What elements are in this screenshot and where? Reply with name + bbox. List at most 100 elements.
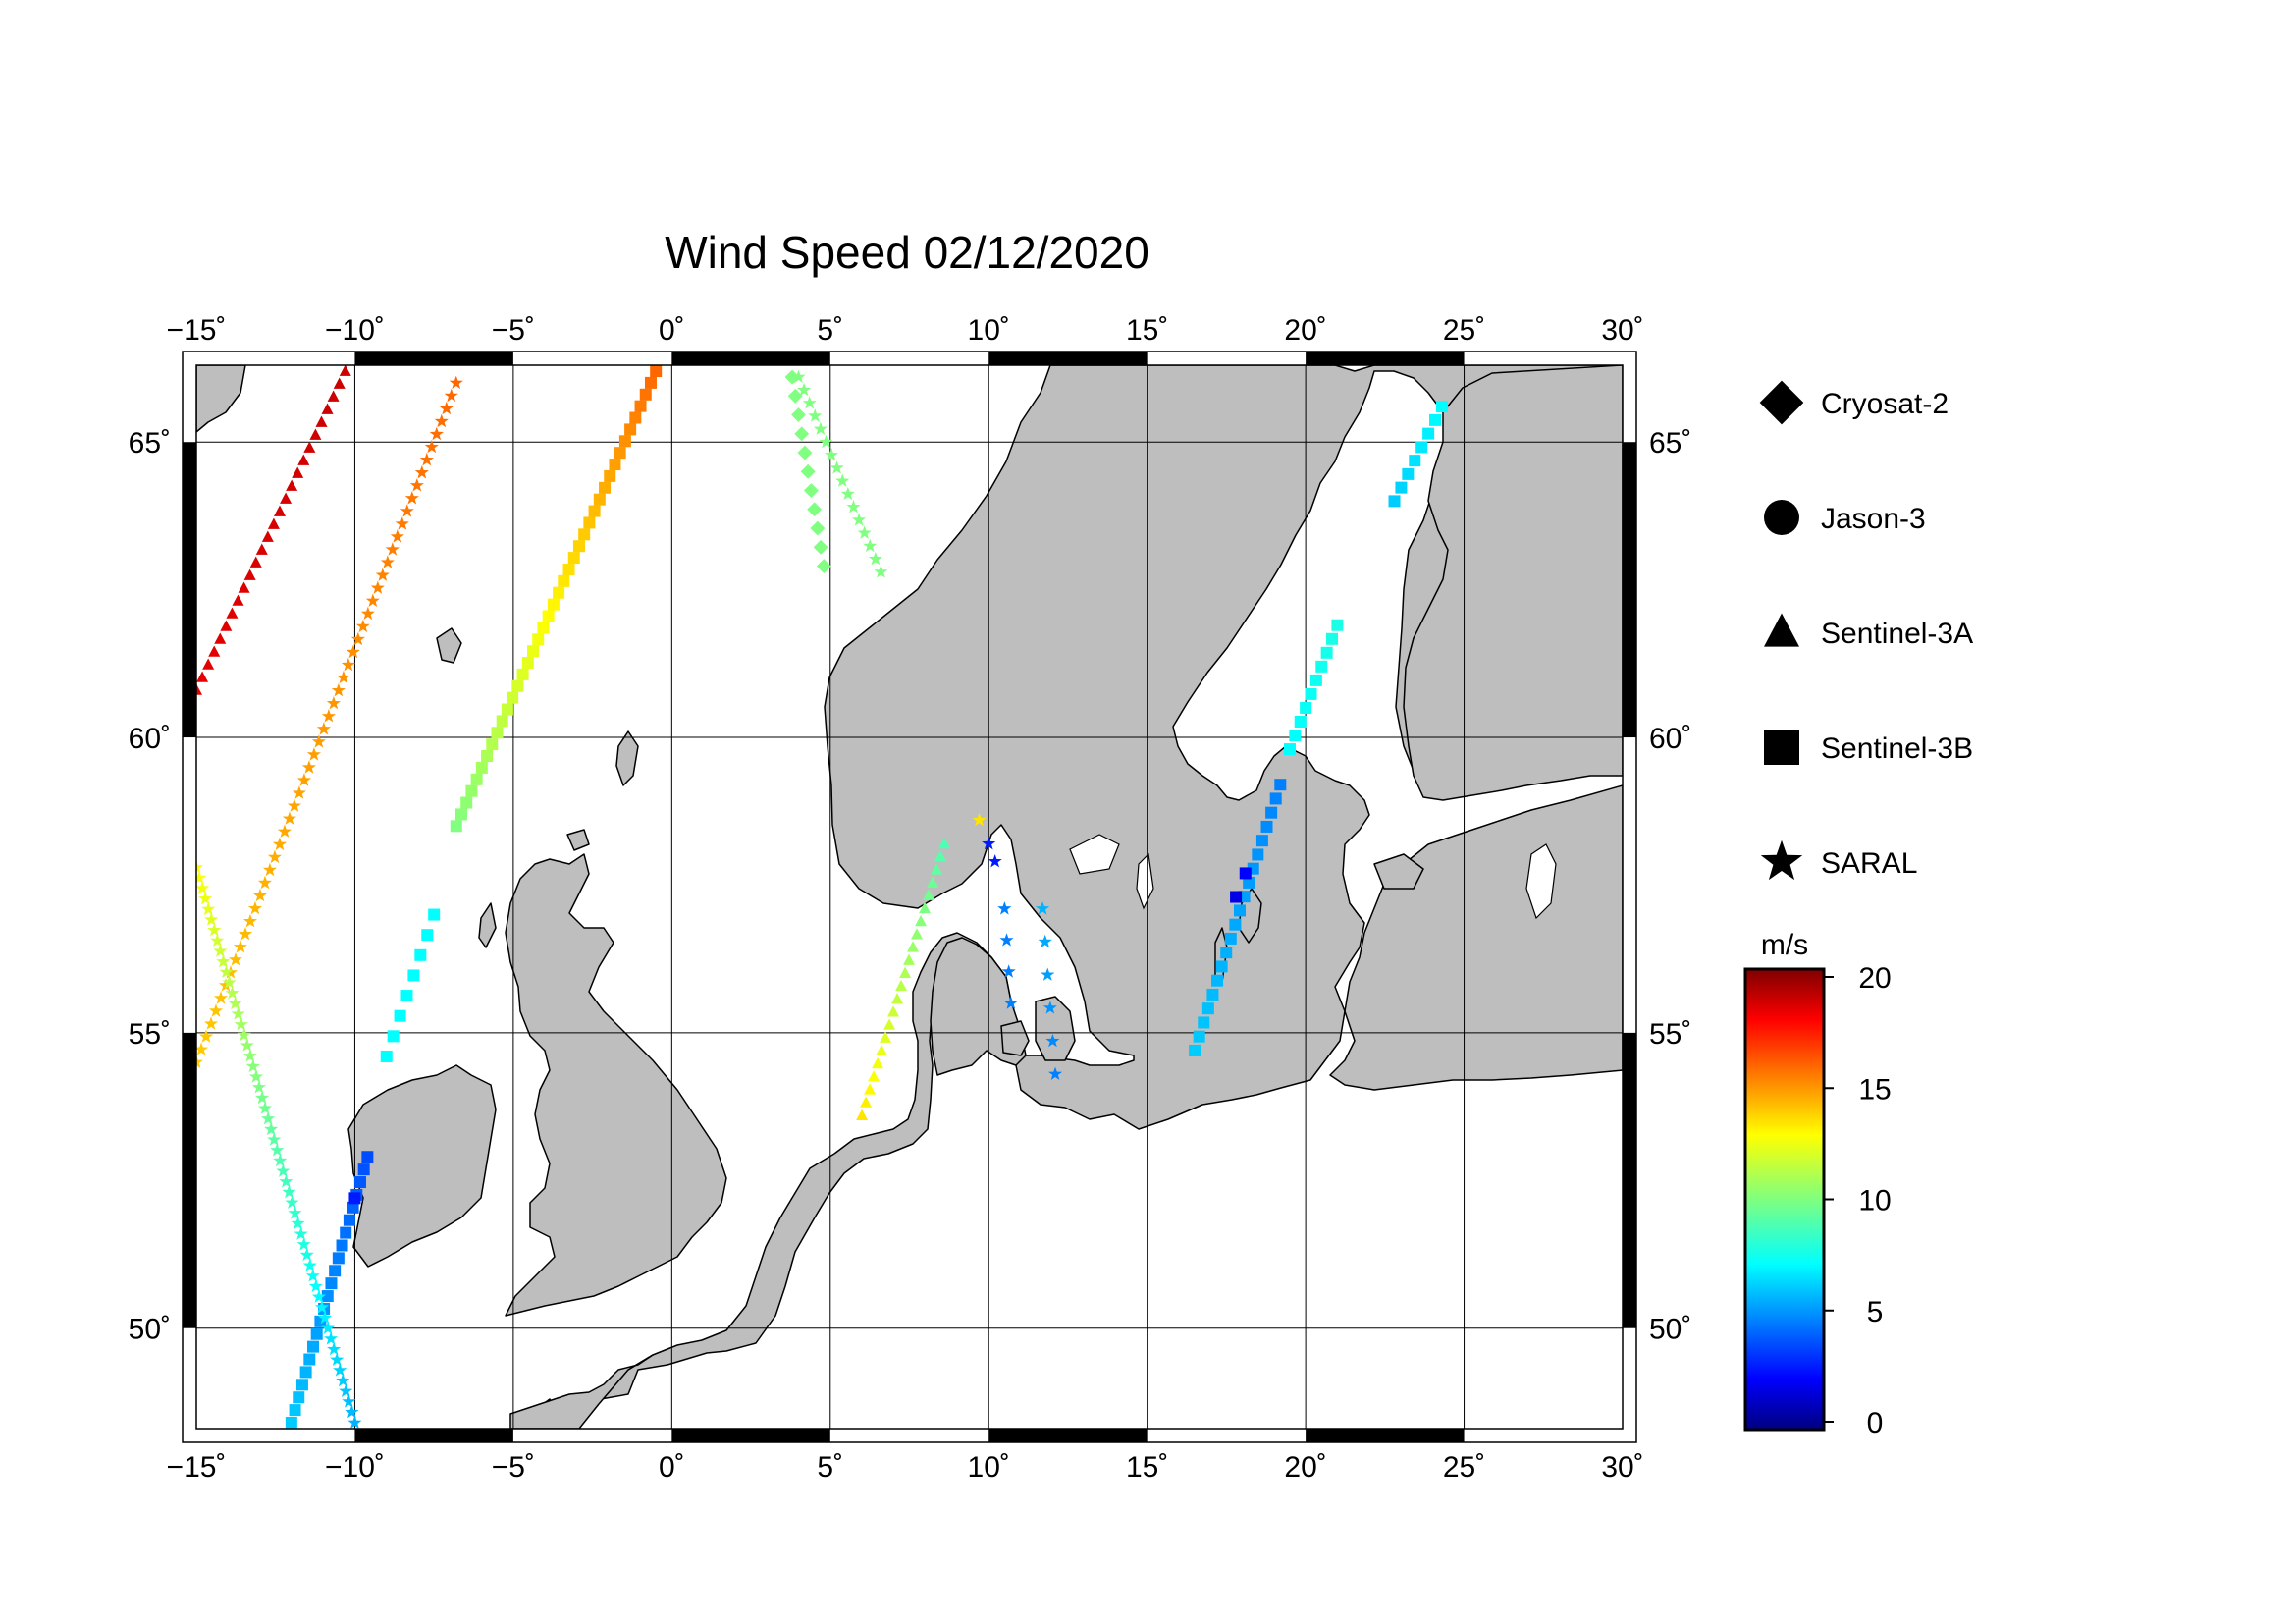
- track-point: [357, 1163, 370, 1176]
- legend-label: Sentinel-3B: [1821, 732, 1973, 765]
- track-point: [245, 1058, 260, 1073]
- track-point: [911, 928, 924, 940]
- track-point: [196, 1055, 204, 1068]
- track-point: [339, 365, 351, 376]
- track-point: [293, 1391, 305, 1404]
- frame-bar-left-3: [183, 442, 196, 738]
- track-point: [547, 598, 560, 611]
- track-point: [332, 1252, 345, 1265]
- track-point: [532, 633, 545, 646]
- track-point: [1045, 1033, 1060, 1048]
- map-frame-inner: [195, 364, 1624, 1430]
- lat-label-right: 65˚: [1649, 427, 1691, 460]
- lon-label-bottom: 10˚: [968, 1451, 1010, 1484]
- track-point: [261, 1111, 276, 1125]
- longitude-labels-top: −15˚ −10˚ −5˚ 0˚ 5˚ 10˚ 15˚ 20˚ 25˚ 30˚: [167, 314, 1644, 347]
- track-point: [303, 1353, 316, 1366]
- track-point: [196, 870, 207, 885]
- track-point: [852, 513, 867, 526]
- track-point: [846, 500, 861, 514]
- legend-symbol-triangle-icon: [1764, 613, 1799, 647]
- track-point: [207, 923, 222, 937]
- track-point: [240, 1038, 254, 1052]
- track-point: [213, 991, 229, 1004]
- track-point: [1220, 947, 1233, 959]
- lon-label-bottom: −5˚: [492, 1451, 535, 1484]
- frame-bar-top-5: [988, 352, 1148, 365]
- track-point: [934, 850, 947, 862]
- frame-bar-bottom-5: [988, 1429, 1148, 1442]
- land-saaremaa: [1373, 853, 1424, 890]
- track-point: [491, 727, 504, 739]
- track-point: [348, 1192, 361, 1205]
- track-point: [537, 622, 550, 634]
- track-point: [1201, 1002, 1214, 1015]
- track-point: [923, 889, 935, 900]
- track-point: [311, 734, 326, 748]
- track-point: [390, 529, 404, 543]
- track-point: [891, 993, 904, 1004]
- track-point: [1233, 904, 1246, 917]
- satellite-legend: Cryosat-2 Jason-3 Sentinel-3A Sentinel-3B SA…: [1759, 380, 1973, 881]
- track-point: [292, 785, 306, 799]
- track-point: [223, 965, 238, 979]
- track-point: [481, 750, 494, 763]
- land-ireland: [347, 1064, 497, 1268]
- track-point: [460, 796, 473, 809]
- track-point: [208, 645, 221, 657]
- track-point: [604, 469, 616, 482]
- track-point: [1001, 964, 1016, 978]
- track-point: [915, 914, 928, 927]
- track-point: [1243, 876, 1255, 889]
- track-point: [1260, 820, 1273, 833]
- track-sentinel-3b: [285, 365, 1448, 1429]
- track-point: [365, 593, 380, 607]
- track-point: [285, 1195, 299, 1209]
- track-point: [387, 1030, 400, 1043]
- track-point: [355, 619, 370, 633]
- track-point: [254, 1090, 270, 1105]
- track-point: [1239, 867, 1252, 880]
- track-point: [225, 986, 240, 1000]
- track-point: [1326, 632, 1339, 645]
- track-point: [1198, 1016, 1210, 1029]
- track-point: [1042, 1001, 1057, 1014]
- track-point: [325, 1277, 338, 1290]
- track-point: [1300, 701, 1312, 714]
- track-point: [414, 948, 427, 961]
- track-point: [501, 703, 513, 716]
- track-point: [237, 1027, 251, 1042]
- track-point: [267, 1132, 282, 1146]
- track-point: [465, 784, 478, 797]
- map-frame-outer: [182, 351, 1637, 1443]
- track-point: [1309, 674, 1322, 686]
- frame-bar-right-1: [1623, 1032, 1636, 1328]
- track-point: [346, 644, 360, 659]
- lat-label-left: 65˚: [129, 427, 171, 460]
- track-point: [1215, 960, 1228, 973]
- track-point: [899, 966, 912, 979]
- land-masses: [196, 365, 1623, 1429]
- track-point: [938, 837, 951, 849]
- track-point: [196, 683, 202, 695]
- latitude-labels-right: 50˚ 55˚ 60˚ 65˚: [1649, 427, 1691, 1346]
- track-point: [262, 862, 277, 877]
- track-point: [203, 1016, 219, 1030]
- track-point: [807, 502, 823, 517]
- track-point: [835, 473, 850, 487]
- track-point: [800, 463, 816, 479]
- track-point: [1305, 687, 1317, 700]
- frame-bar-left-1: [183, 1032, 196, 1328]
- track-point: [599, 481, 612, 494]
- track-point: [243, 568, 256, 580]
- colorbar-tick-label: 5: [1867, 1296, 1884, 1328]
- legend-item: Sentinel-3B: [1764, 730, 1973, 765]
- track-point: [242, 1049, 257, 1062]
- track-point: [261, 530, 274, 542]
- land-zealand: [1035, 996, 1076, 1061]
- track-point: [624, 423, 637, 436]
- track-point: [233, 940, 247, 953]
- track-point: [270, 1143, 285, 1157]
- track-point: [887, 1005, 900, 1017]
- track-point: [394, 1009, 406, 1022]
